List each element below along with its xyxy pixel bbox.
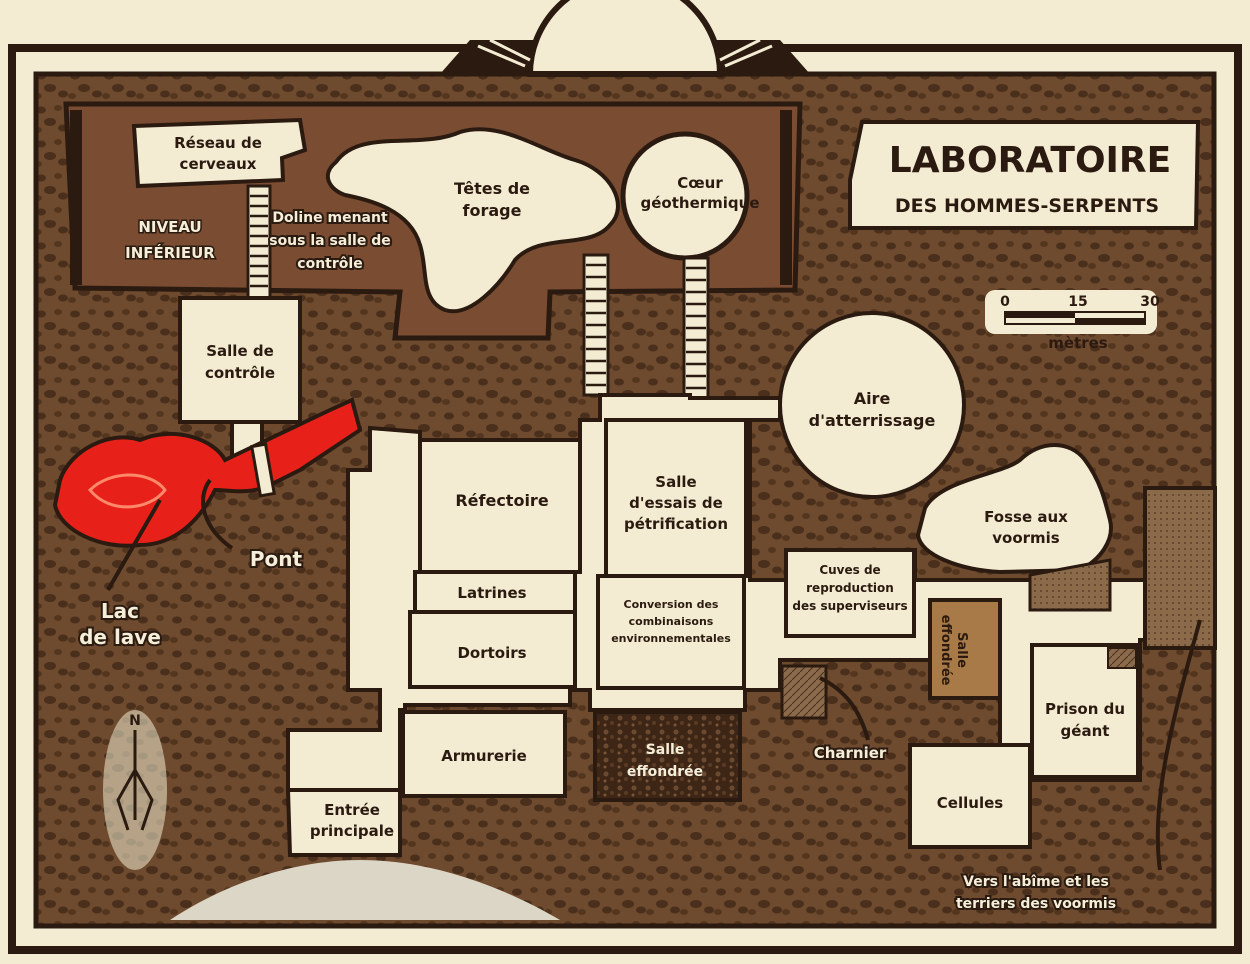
room-fosse-aux-voormis — [915, 443, 1113, 575]
label-dortoirs: Dortoirs — [457, 644, 526, 662]
label-conversion-2: combinaisons — [629, 615, 714, 628]
label-abime-1: Vers l'abîme et les — [963, 874, 1109, 890]
lava-swirl — [87, 473, 167, 509]
room-salle-essais — [604, 418, 748, 578]
label-entree-1: Entrée — [324, 801, 380, 819]
scale-tick-15: 15 — [1068, 294, 1087, 310]
label-cellules: Cellules — [937, 794, 1003, 812]
label-tetes-1: Têtes de — [454, 179, 530, 198]
label-armurerie: Armurerie — [441, 747, 527, 765]
label-aire-1: Aire — [854, 389, 891, 408]
scale-tick-0: 0 — [1000, 294, 1010, 310]
compass-north-label: N — [129, 713, 141, 729]
voormis-pit-floor — [1028, 558, 1112, 612]
label-doline-2: sous la salle de — [269, 233, 391, 249]
room-armurerie — [401, 710, 567, 798]
label-reseau-2: cerveaux — [180, 155, 257, 173]
bridge — [250, 442, 276, 498]
lower-level-rooms — [178, 296, 1202, 857]
label-essais-3: pétrification — [624, 515, 728, 533]
scale-bar: 0 15 30 mètres — [985, 290, 1160, 352]
room-cuves — [784, 548, 916, 638]
label-reseau-1: Réseau de — [174, 134, 262, 152]
title-panel: LABORATOIRE DES HOMMES-SERPENTS — [848, 120, 1201, 230]
label-essais-1: Salle — [655, 473, 696, 491]
label-salle-effondree-2b: effondrée — [938, 615, 953, 686]
label-tetes-2: forage — [463, 201, 522, 220]
label-salle-effondree-1a: Salle — [646, 742, 685, 758]
surface-ground — [170, 860, 560, 920]
room-tetes-de-forage — [325, 127, 620, 314]
voormis-burrow — [1143, 486, 1217, 650]
label-lac-1: Lac — [101, 599, 139, 623]
label-essais-2: d'essais de — [629, 494, 723, 512]
label-controle-1: Salle de — [206, 342, 274, 360]
label-conversion-3: environnementales — [611, 632, 731, 645]
room-dortoirs — [408, 610, 577, 689]
label-salle-effondree-2a: Salle — [954, 632, 969, 668]
label-prison-1: Prison du — [1045, 700, 1125, 718]
label-fosse-1: Fosse aux — [984, 508, 1068, 526]
label-pont: Pont — [250, 547, 303, 571]
collapsed-room-2 — [928, 598, 1002, 700]
label-fosse-2: voormis — [992, 529, 1060, 547]
upper-level-hatching — [70, 110, 792, 285]
feature-labels: Doline menant sous la salle de contrôle … — [77, 208, 1118, 914]
label-cuves-2: reproduction — [806, 581, 894, 595]
room-aire-atterrissage — [778, 311, 966, 499]
label-coeur-2: géothermique — [641, 194, 760, 212]
title-line-1: LABORATOIRE — [889, 140, 1172, 181]
label-entree-2: principale — [310, 822, 394, 840]
label-doline-1: Doline menant — [272, 210, 388, 226]
label-latrines: Latrines — [457, 584, 526, 602]
level-label-line-2: INFÉRIEUR — [125, 243, 215, 262]
room-cellules — [908, 743, 1032, 849]
room-salle-de-controle — [178, 296, 302, 424]
level-label: NIVEAU INFÉRIEUR — [124, 217, 217, 264]
room-reseau-de-cerveaux — [131, 117, 308, 189]
label-conversion-1: Conversion des — [624, 598, 719, 611]
label-lac-2: de lave — [79, 625, 161, 649]
scale-unit: mètres — [1048, 334, 1108, 352]
room-conversion — [596, 574, 746, 690]
label-doline-3: contrôle — [297, 256, 362, 272]
label-controle-2: contrôle — [205, 364, 275, 382]
title-line-2: DES HOMMES-SERPENTS — [895, 195, 1159, 217]
room-entree-principale — [285, 788, 402, 857]
label-coeur-1: Cœur — [677, 174, 723, 192]
room-labels: Réseau de cerveaux Têtes de forage Cœur … — [174, 134, 1125, 840]
charnier-pit — [780, 664, 828, 720]
compass: N — [103, 710, 167, 870]
leader-lines — [106, 478, 1202, 871]
label-cuves-1: Cuves de — [819, 563, 880, 577]
label-prison-2: géant — [1061, 722, 1110, 740]
sun-ornament — [440, 0, 810, 77]
room-refectoire — [418, 438, 582, 574]
label-refectoire: Réfectoire — [455, 491, 548, 510]
scale-tick-30: 30 — [1140, 294, 1160, 310]
grate — [1107, 647, 1137, 669]
label-abime-2: terriers des voormis — [956, 896, 1116, 912]
label-salle-effondree-1b: effondrée — [627, 764, 703, 780]
level-label-line-1: NIVEAU — [138, 218, 201, 236]
label-charnier: Charnier — [814, 744, 887, 762]
lava-lake — [52, 397, 363, 548]
collapsed-room-1 — [593, 710, 742, 802]
label-cuves-3: des superviseurs — [792, 599, 907, 613]
label-aire-2: d'atterrissage — [809, 411, 936, 430]
